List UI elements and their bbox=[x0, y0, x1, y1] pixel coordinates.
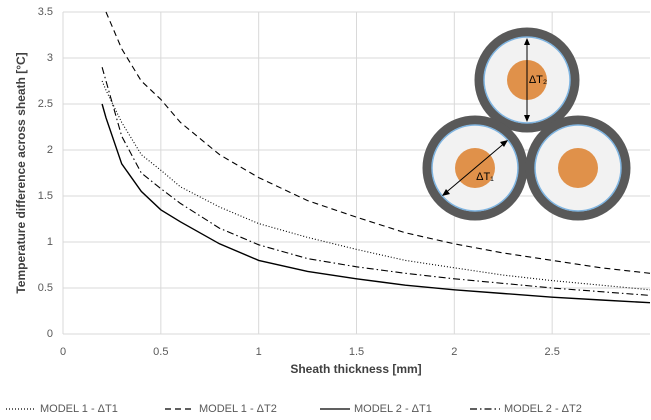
y-tick-label: 3.5 bbox=[38, 6, 53, 18]
x-tick-label: 0 bbox=[60, 346, 66, 358]
x-tick-label: 2.5 bbox=[545, 346, 560, 358]
legend-label: MODEL 1 - ΔT1 bbox=[40, 403, 118, 415]
cable-diagram: ΔT₂ ΔT₁ bbox=[427, 32, 626, 216]
y-tick-label: 0 bbox=[47, 328, 53, 340]
annotation: ΔT₁ bbox=[476, 171, 494, 183]
y-tick-label: 2 bbox=[47, 144, 53, 156]
y-axis-title: Temperature difference across sheath [°C… bbox=[14, 52, 28, 293]
legend-label: MODEL 2 - ΔT2 bbox=[504, 403, 582, 415]
x-tick-label: 1.5 bbox=[349, 346, 364, 358]
y-tick-label: 1 bbox=[47, 236, 53, 248]
y-tick-label: 2.5 bbox=[38, 98, 53, 110]
chart: ΔT₂ ΔT₁ Sheath thickness [mm] Temperatur… bbox=[0, 0, 651, 420]
x-axis-title: Sheath thickness [mm] bbox=[290, 362, 421, 376]
x-tick-label: 0.5 bbox=[153, 346, 168, 358]
annotation: ΔT₂ bbox=[529, 74, 547, 86]
legend-label: MODEL 1 - ΔT2 bbox=[199, 403, 277, 415]
legend-label: MODEL 2 - ΔT1 bbox=[354, 403, 432, 415]
x-tick-label: 1 bbox=[256, 346, 262, 358]
y-tick-label: 3 bbox=[47, 52, 53, 64]
y-tick-label: 1.5 bbox=[38, 190, 53, 202]
cable bbox=[530, 120, 626, 216]
x-tick-label: 2 bbox=[451, 346, 457, 358]
y-tick-label: 0.5 bbox=[38, 282, 53, 294]
